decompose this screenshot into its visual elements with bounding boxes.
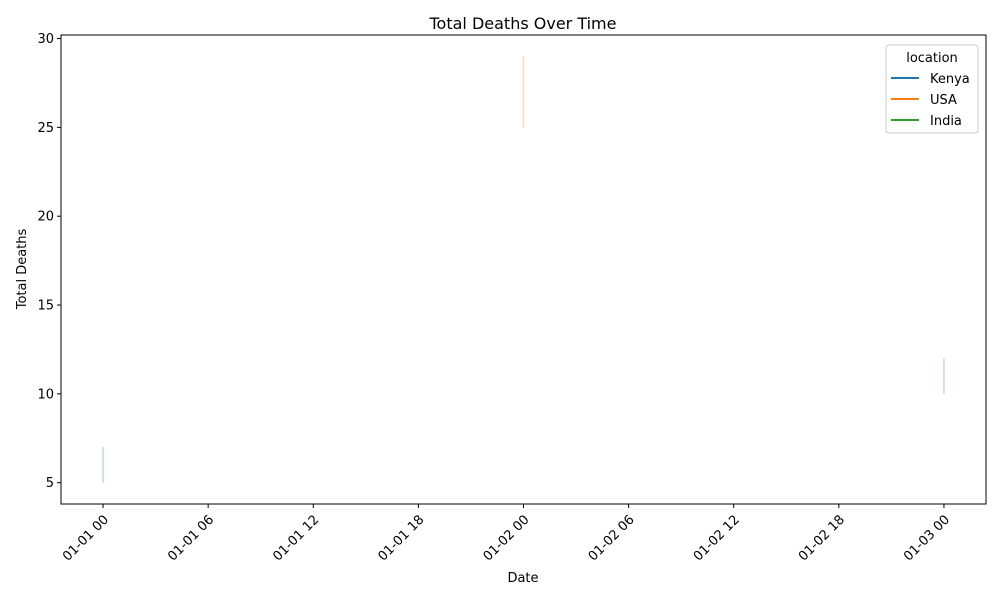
x-axis-label: Date: [507, 571, 538, 586]
x-tick-label: 01-01 18: [375, 512, 427, 564]
x-axis: 01-01 00 01-01 06 01-01 12 01-01 18 01-02 00…: [60, 504, 953, 564]
x-tick-label: 01-01 12: [270, 512, 322, 564]
series-lines: [102, 56, 945, 483]
y-tick-label: 30: [37, 32, 54, 47]
y-tick-label: 20: [37, 210, 54, 225]
legend-box: [885, 44, 979, 134]
x-tick-label: 01-02 12: [691, 512, 743, 564]
y-tick-label: 25: [37, 121, 54, 136]
x-tick-label: 01-02 00: [481, 512, 533, 564]
legend-label-kenya: Kenya: [930, 72, 970, 87]
y-tick-label: 10: [37, 387, 54, 402]
legend-items: Kenya USA India: [891, 72, 970, 129]
y-tick-label: 5: [46, 476, 54, 491]
chart-title: Total Deaths Over Time: [429, 14, 617, 33]
x-tick-label: 01-03 00: [901, 512, 953, 564]
x-tick-label: 01-01 00: [60, 512, 112, 564]
y-tick-label: 15: [37, 299, 54, 314]
legend-title: location: [906, 51, 958, 66]
legend-label-usa: USA: [930, 93, 957, 108]
y-axis: 5 10 15 20 25 30: [37, 32, 61, 491]
x-tick-label: 01-02 18: [796, 512, 848, 564]
legend: location Kenya USA India: [885, 44, 979, 134]
x-tick-label: 01-02 06: [586, 512, 638, 564]
legend-label-india: India: [930, 114, 962, 129]
y-axis-label: Total Deaths: [15, 228, 30, 310]
x-tick-label: 01-01 06: [165, 512, 217, 564]
